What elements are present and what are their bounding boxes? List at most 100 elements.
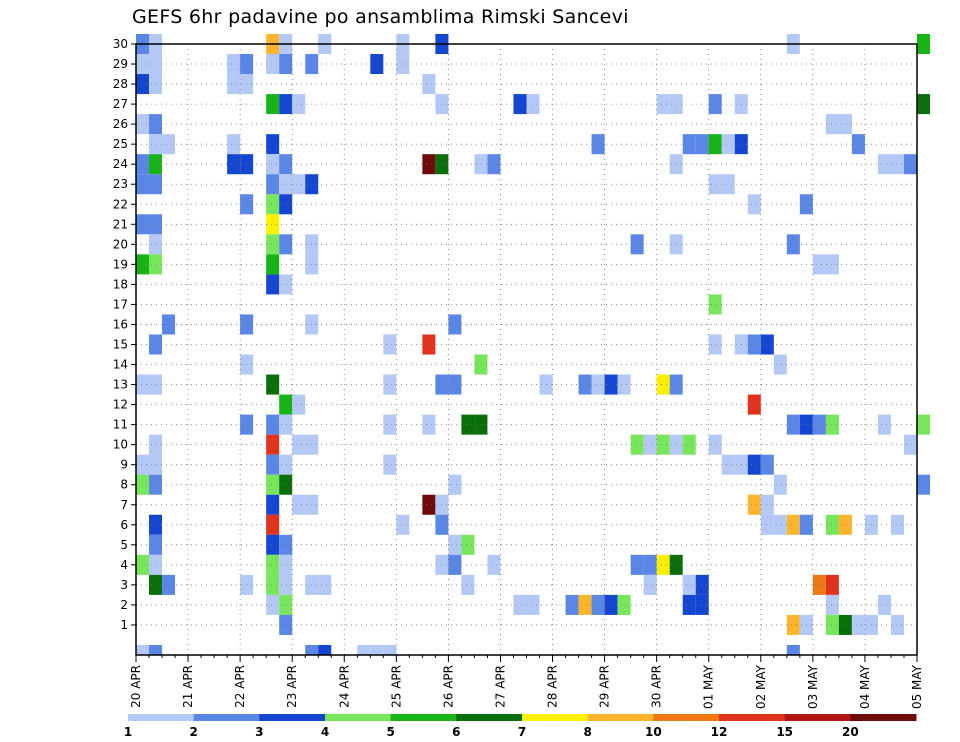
heatmap-cell (136, 54, 150, 75)
y-tick-label: 5 (120, 538, 128, 552)
heatmap-cell (266, 534, 280, 555)
heatmap-cell (422, 154, 436, 175)
heatmap-cell (617, 594, 631, 615)
colorbar-segment (259, 714, 326, 721)
colorbar-label: 2 (189, 725, 197, 739)
heatmap-cell (708, 334, 722, 355)
heatmap-cell (383, 374, 397, 395)
heatmap-cell (149, 454, 163, 475)
heatmap-cell (760, 494, 774, 515)
heatmap-cell (149, 514, 163, 535)
x-tick-label: 23 APR (285, 665, 299, 708)
colorbar-label: 7 (518, 725, 526, 739)
heatmap-cell (617, 374, 631, 395)
heatmap-cell (695, 574, 709, 595)
heatmap-cell (266, 54, 280, 75)
heatmap-cell (279, 414, 293, 435)
heatmap-cell (903, 434, 917, 455)
colorbar-label: 15 (776, 725, 793, 739)
heatmap-cell (266, 474, 280, 495)
heatmap-cell (279, 554, 293, 575)
heatmap-cell (279, 174, 293, 195)
heatmap-cell (279, 594, 293, 615)
heatmap-cell (760, 334, 774, 355)
heatmap-cell (877, 594, 891, 615)
heatmap-cell (266, 594, 280, 615)
heatmap-cell (266, 154, 280, 175)
heatmap-cell (825, 414, 839, 435)
y-tick-label: 29 (113, 57, 128, 71)
heatmap-cell (266, 94, 280, 115)
heatmap-cell (917, 474, 931, 495)
heatmap-cell (448, 534, 462, 555)
heatmap-cell (591, 374, 605, 395)
heatmap-cell (747, 394, 761, 415)
heatmap-cell (682, 574, 696, 595)
heatmap-cell (149, 374, 163, 395)
y-tick-label: 16 (113, 317, 128, 331)
heatmap-cell (747, 334, 761, 355)
heatmap-cell (136, 74, 150, 95)
heatmap-cell (357, 644, 371, 655)
heatmap-cell (474, 154, 488, 175)
heatmap-cell (422, 74, 436, 95)
heatmap-cell (266, 494, 280, 515)
heatmap-cell (422, 494, 436, 515)
y-tick-label: 8 (120, 478, 128, 492)
y-tick-label: 7 (120, 498, 128, 512)
x-tick-label: 22 APR (233, 665, 247, 708)
heatmap-cell (747, 454, 761, 475)
colorbar-label: 8 (583, 725, 591, 739)
y-tick-label: 19 (113, 257, 128, 271)
y-tick-label: 6 (120, 518, 128, 532)
heatmap-cell (318, 574, 332, 595)
x-tick-label: 26 APR (441, 665, 455, 708)
heatmap-cell (266, 374, 280, 395)
y-tick-label: 27 (113, 97, 128, 111)
heatmap-cell (474, 354, 488, 375)
heatmap-cell (786, 514, 800, 535)
y-tick-label: 21 (113, 217, 128, 231)
x-tick-label: 20 APR (129, 665, 143, 708)
heatmap-cell (630, 234, 644, 255)
heatmap-cell (656, 374, 670, 395)
x-tick-label: 25 APR (389, 665, 403, 708)
x-tick-label: 24 APR (337, 665, 351, 708)
colorbar-segment (850, 714, 917, 721)
heatmap-cell (786, 414, 800, 435)
heatmap-cell (643, 554, 657, 575)
heatmap-cell (682, 134, 696, 155)
y-tick-label: 13 (113, 378, 128, 392)
colorbar-segment (456, 714, 523, 721)
heatmap-cell (279, 274, 293, 295)
heatmap-cell (448, 374, 462, 395)
heatmap-cell (266, 454, 280, 475)
heatmap-cell (708, 434, 722, 455)
heatmap-cell (136, 214, 150, 235)
heatmap-cell (266, 414, 280, 435)
heatmap-cell (162, 574, 176, 595)
heatmap-cell (682, 594, 696, 615)
heatmap-cell (227, 74, 241, 95)
colorbar-segment (719, 714, 786, 721)
heatmap-cell (448, 474, 462, 495)
heatmap-cell (266, 274, 280, 295)
heatmap-cell (838, 514, 852, 535)
heatmap-cell (656, 94, 670, 115)
y-tick-label: 24 (113, 157, 128, 171)
colorbar-segment (128, 714, 195, 721)
heatmap-cell (513, 594, 527, 615)
heatmap-cell (812, 414, 826, 435)
heatmap-cell (279, 454, 293, 475)
heatmap-cell (149, 534, 163, 555)
y-tick-label: 28 (113, 77, 128, 91)
heatmap-cell (747, 494, 761, 515)
colorbar-label: 20 (842, 725, 859, 739)
heatmap-cell (786, 234, 800, 255)
heatmap-cell (917, 414, 931, 435)
heatmap-cell (890, 614, 904, 635)
colorbar-segment (653, 714, 720, 721)
heatmap-cell (292, 94, 306, 115)
heatmap-cell (760, 454, 774, 475)
y-tick-label: 4 (120, 558, 128, 572)
